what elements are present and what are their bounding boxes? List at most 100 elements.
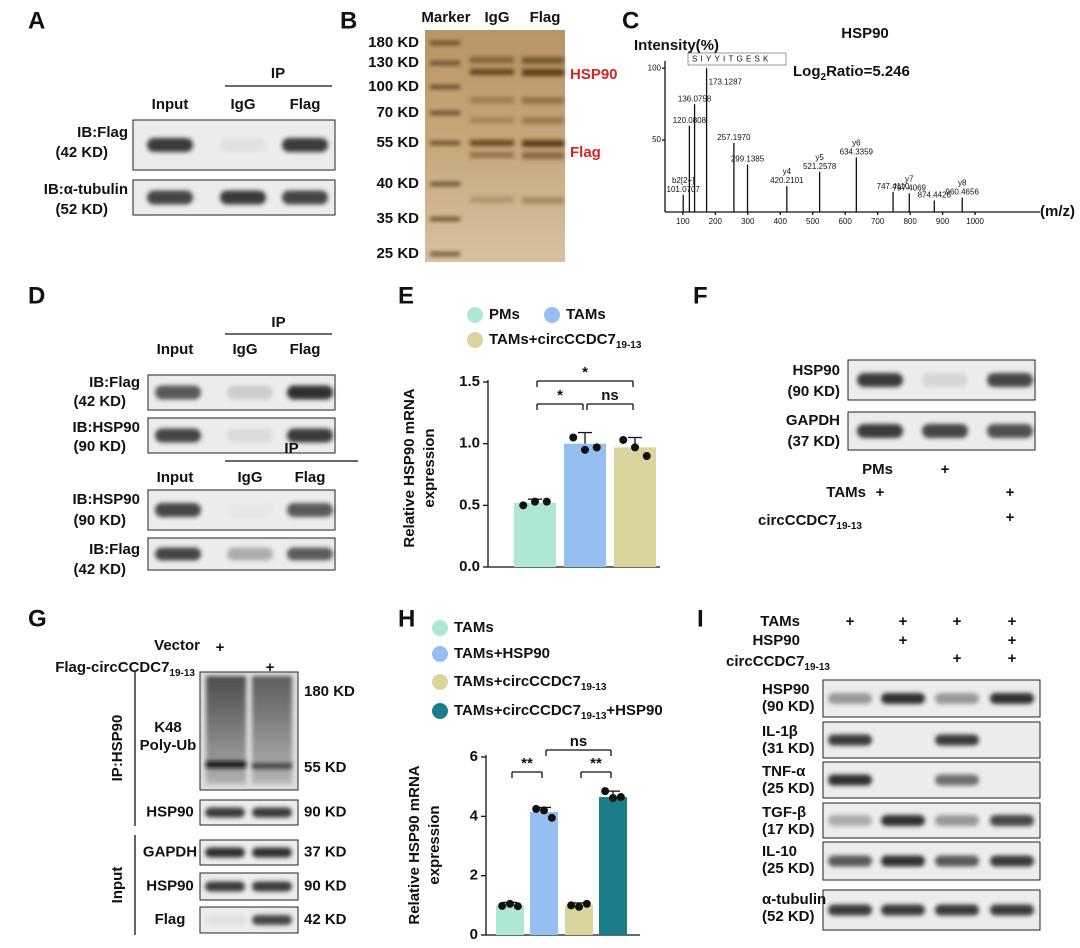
group-label: Input [109,867,126,904]
legend-swatch [467,307,483,323]
blot-label: Poly-Ub [140,737,197,754]
blot-band [205,881,245,892]
label-text: circCCDC7 [726,653,804,670]
data-point [498,901,507,910]
peak-label: 420.2101 [770,176,804,185]
y-axis-label: Relative HSP90 mRNA [406,765,423,924]
gel-band [470,97,514,103]
panel-letter: A [28,7,45,34]
blot-band [990,693,1034,704]
label-text: PMs [862,461,893,478]
blot-band [220,190,266,205]
ip-label: IP [271,65,285,82]
legend-label: TAMs [566,306,606,323]
blot-band [252,807,292,818]
plus-sign: + [1006,484,1015,501]
peak-label: 634.3359 [840,147,874,156]
marker-label: 25 KD [376,245,419,262]
significance-label: * [582,364,588,381]
ion-label: y6 [852,138,861,147]
legend-swatch [432,620,448,636]
bar [530,811,558,935]
blot-label: IB:Flag [77,124,128,141]
blot-band [252,763,292,769]
legend-swatch [467,332,483,348]
blot-band [828,904,872,916]
label-subscript: 19-13 [836,521,862,532]
blot-size: 90 KD [304,877,347,894]
y-axis-label: Intensity(%) [634,37,719,54]
condition-label: HSP90 [752,632,800,649]
lane-label: Flag [290,96,321,113]
data-point [513,902,522,911]
data-point [540,806,548,815]
blot-size: (42 KD) [55,144,108,161]
significance-label: ns [570,733,588,750]
blot-size: (42 KD) [73,393,126,410]
panel-letter: I [697,605,704,632]
legend-swatch [544,307,560,323]
bar [599,797,627,935]
x-tick-label: 500 [806,217,820,226]
blot-band [935,904,979,916]
marker-label: 130 KD [368,54,419,71]
plus-sign: + [1008,613,1017,630]
blot-size: (90 KD) [73,512,126,529]
condition-label: TAMs [760,613,800,630]
gel-band [470,140,514,146]
blot-band [828,774,872,786]
lane-label: Flag [295,469,326,486]
data-point [575,902,583,911]
gel-band [470,197,514,203]
blot-band [252,847,292,858]
gel-band [470,57,514,63]
x-tick-label: 800 [903,217,917,226]
plus-sign: + [1008,632,1017,649]
blot-label: IB:HSP90 [72,491,140,508]
data-point [569,433,578,442]
band-annotation: Flag [570,144,601,161]
peak-label: 521.2578 [803,162,837,171]
band-annotation: HSP90 [570,66,618,83]
x-tick-label: 1000 [966,217,984,226]
blot-band [252,881,292,892]
blot-label: IL-10 [762,843,797,860]
legend-label: TAMs+circCCDC719-13 [489,331,642,351]
blot-band [282,138,328,152]
y-tick-label: 1.0 [459,435,480,452]
plus-sign: + [216,639,225,656]
x-tick-label: 100 [676,217,690,226]
blot-size: (90 KD) [762,698,815,715]
lane-label: IgG [233,341,258,358]
blot-label: α-tubulin [762,891,826,908]
gel-band [430,217,460,221]
label-subscript: 2 [821,72,827,83]
condition-label: circCCDC719-13 [758,512,862,532]
data-point [601,787,610,796]
label-text: TAMs [454,619,494,636]
label-text: TAMs [566,306,606,323]
blot-band [881,904,925,916]
blot-size: (37 KD) [787,433,840,450]
blot-size: (52 KD) [55,201,108,218]
blot-label: HSP90 [146,877,194,894]
gel-band [522,69,564,76]
peptide-sequence: SIYYITGESK [692,55,772,64]
blot-band [155,503,201,517]
blot-size: (25 KD) [762,860,815,877]
blot-band [935,734,979,746]
sequence-box [687,52,787,66]
condition-label: circCCDC719-13 [726,653,830,673]
data-point [547,813,556,822]
lane-label: IgG [231,96,256,113]
peak-label: 960.4656 [946,188,980,197]
blot-size: (25 KD) [762,780,815,797]
legend-swatch [432,674,448,690]
gel-band [430,85,460,89]
significance-label: ns [601,387,619,404]
gel-band [522,57,564,64]
x-tick-label: 700 [871,217,885,226]
plus-sign: + [899,613,908,630]
y-axis-label: Relative HSP90 mRNA [401,388,418,547]
peak-label: 101.0707 [667,185,701,194]
